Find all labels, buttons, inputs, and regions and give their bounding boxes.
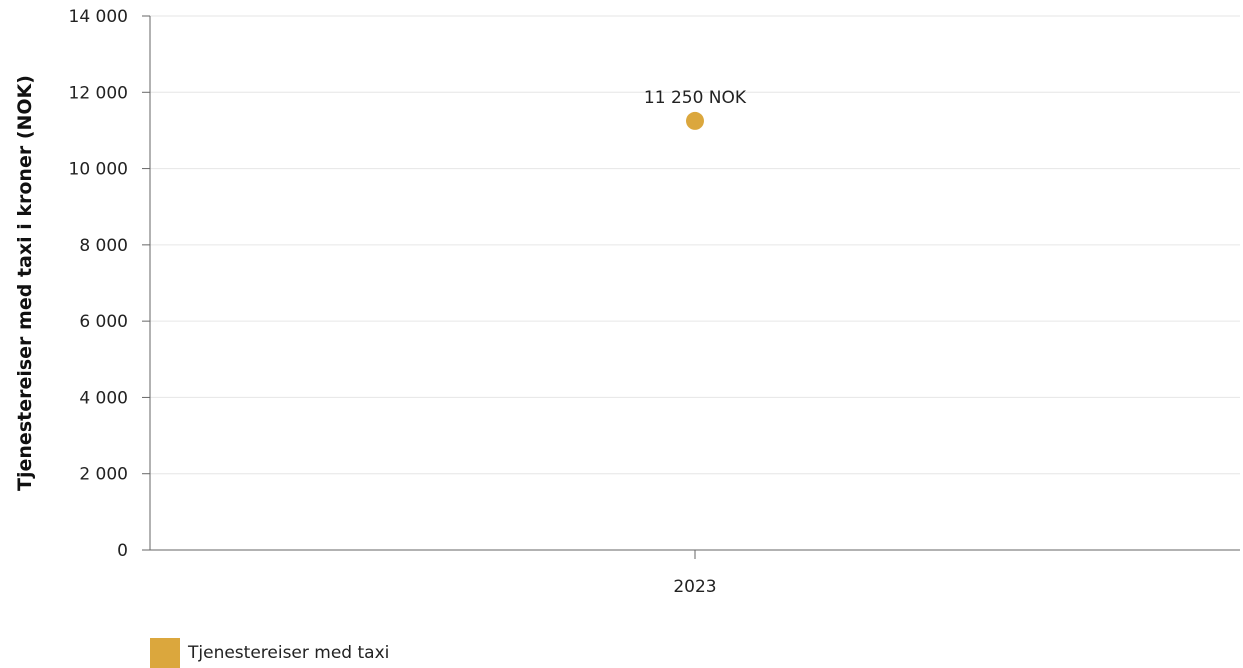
legend-label[interactable]: Tjenestereiser med taxi	[188, 643, 390, 663]
y-tick-label: 4 000	[79, 388, 128, 408]
y-axis-ticks: 0 2 000 4 000 6 000 8 000 10 000 12 000 14 000	[69, 7, 150, 561]
x-tick-label: 2023	[673, 577, 716, 597]
y-tick-label: 8 000	[79, 236, 128, 256]
legend-swatch	[150, 638, 180, 668]
gridlines	[150, 15, 1240, 475]
y-tick-label: 12 000	[69, 83, 128, 103]
y-tick-label: 10 000	[69, 160, 128, 180]
legend: Tjenestereiser med taxi	[150, 638, 389, 668]
y-tick-label: 2 000	[79, 465, 128, 485]
data-label: 11 250 NOK	[644, 88, 747, 108]
data-points: 11 250 NOK	[644, 88, 747, 130]
y-tick-label: 6 000	[79, 312, 128, 332]
y-axis-title: Tjenestereiser med taxi i kroner (NOK)	[14, 75, 36, 491]
data-point[interactable]	[686, 111, 704, 130]
y-tick-label: 14 000	[69, 7, 128, 27]
x-axis-ticks: 2023	[673, 550, 717, 597]
y-tick-label: 0	[117, 541, 128, 561]
